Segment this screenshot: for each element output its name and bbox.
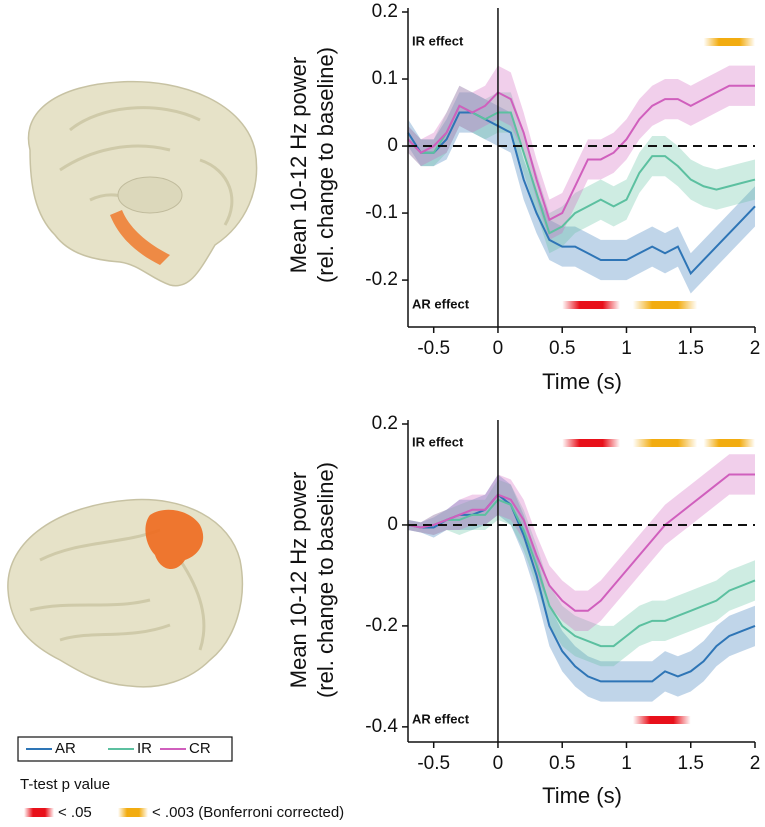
y-tick-label: 0.2 xyxy=(372,413,398,434)
legend-label: AR xyxy=(55,740,76,757)
y-tick-label: 0.1 xyxy=(372,68,398,89)
p-legend-label: < .05 xyxy=(58,804,92,821)
x-tick-label: 0 xyxy=(493,338,504,359)
series-line xyxy=(407,473,755,612)
series-line xyxy=(407,84,755,222)
y-axis-label: (rel. change to baseline) xyxy=(313,462,338,698)
series-line xyxy=(407,111,756,276)
x-tick-label: 0.5 xyxy=(549,753,575,774)
error-band xyxy=(408,65,755,240)
x-axis-label: Time (s) xyxy=(542,783,622,808)
x-axis-label: Time (s) xyxy=(542,369,622,394)
y-tick-label: 0 xyxy=(387,514,398,535)
series-line xyxy=(407,493,756,683)
p-legend-title: T-test p value xyxy=(20,776,110,793)
x-tick-label: 1.5 xyxy=(678,753,704,774)
significance-bar xyxy=(632,716,691,724)
error-band xyxy=(408,474,755,702)
x-tick-label: -0.5 xyxy=(417,338,450,359)
legend-label: CR xyxy=(189,740,211,757)
error-band xyxy=(408,85,755,254)
y-tick-label: -0.2 xyxy=(365,269,398,290)
series-line xyxy=(407,498,756,648)
x-tick-label: 0 xyxy=(493,753,504,774)
significance-bar xyxy=(703,38,755,46)
legend-label: IR xyxy=(137,740,152,757)
significance-bar xyxy=(632,301,698,309)
brain-lateral xyxy=(7,498,244,688)
error-band xyxy=(408,92,755,294)
y-tick-label: -0.4 xyxy=(365,716,398,737)
x-tick-label: 1 xyxy=(621,753,632,774)
effect-label: IR effect xyxy=(412,33,464,48)
legend-box xyxy=(17,736,233,762)
x-tick-label: 1.5 xyxy=(678,338,704,359)
y-tick-label: 0 xyxy=(387,135,398,156)
p-legend-swatch xyxy=(24,808,54,817)
x-tick-label: -0.5 xyxy=(417,753,450,774)
significance-bar xyxy=(562,301,621,309)
effect-label: IR effect xyxy=(412,434,464,449)
effect-label: AR effect xyxy=(412,711,470,726)
effect-label: AR effect xyxy=(412,296,470,311)
y-axis-label: Mean 10-12 Hz power xyxy=(286,57,311,273)
x-tick-label: 1 xyxy=(621,338,632,359)
y-tick-label: 0.2 xyxy=(372,1,398,22)
x-tick-label: 2 xyxy=(750,338,761,359)
p-legend-swatch xyxy=(118,808,148,817)
x-tick-label: 0.5 xyxy=(549,338,575,359)
significance-bar xyxy=(562,439,621,447)
y-axis-label: Mean 10-12 Hz power xyxy=(286,472,311,688)
significance-bar xyxy=(703,439,755,447)
y-axis-label: (rel. change to baseline) xyxy=(313,47,338,283)
significance-bar xyxy=(632,439,698,447)
p-legend-label: < .003 (Bonferroni corrected) xyxy=(152,804,344,821)
y-tick-label: -0.1 xyxy=(365,202,398,223)
brain-medial xyxy=(27,80,258,287)
y-tick-label: -0.2 xyxy=(365,615,398,636)
x-tick-label: 2 xyxy=(750,753,761,774)
